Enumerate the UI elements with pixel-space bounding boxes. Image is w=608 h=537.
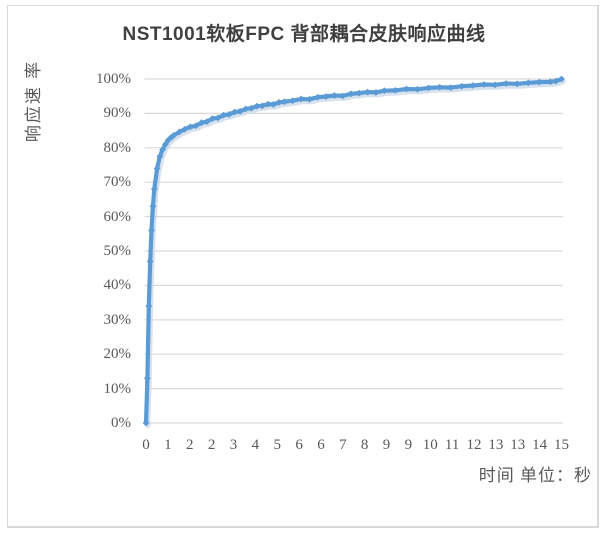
chart-frame-border bbox=[7, 5, 599, 528]
x-tick-label: 13 bbox=[488, 437, 504, 453]
x-tick-label: 7 bbox=[339, 437, 347, 453]
y-tick-label: 20% bbox=[103, 346, 132, 363]
x-tick-label: 9 bbox=[404, 437, 413, 453]
x-tick-label: 5 bbox=[273, 437, 281, 453]
x-tick-label: 14 bbox=[532, 437, 548, 453]
x-tick-label: 12 bbox=[466, 437, 482, 453]
y-tick-label: 80% bbox=[103, 139, 132, 156]
x-tick-label: 9 bbox=[382, 437, 391, 453]
x-tick-label: 6 bbox=[295, 437, 303, 453]
y-tick-label: 0% bbox=[111, 415, 131, 431]
x-tick-label: 10 bbox=[422, 437, 438, 453]
x-tick-label: 2 bbox=[207, 437, 216, 453]
y-axis-title: 响应速 率 bbox=[24, 59, 43, 143]
x-tick-label: 1 bbox=[164, 437, 172, 453]
y-tick-label: 60% bbox=[103, 208, 132, 225]
x-tick-label: 0 bbox=[142, 437, 150, 453]
x-tick-label: 15 bbox=[554, 437, 569, 453]
y-tick-label: 70% bbox=[103, 174, 132, 191]
y-tick-label: 30% bbox=[103, 311, 132, 328]
chart-title: NST1001软板FPC 背部耦合皮肤响应曲线 bbox=[122, 24, 486, 45]
response-curve-shadow bbox=[145, 79, 566, 429]
x-tick-label: 11 bbox=[444, 437, 460, 453]
y-tick-label: 10% bbox=[103, 380, 132, 397]
y-tick-label: 50% bbox=[103, 243, 132, 259]
x-axis-title: 时间 单位：秒 bbox=[478, 466, 592, 485]
x-tick-label: 13 bbox=[510, 437, 526, 453]
x-tick-label: 2 bbox=[185, 437, 194, 453]
y-tick-label: 100% bbox=[96, 71, 131, 87]
x-tick-label: 4 bbox=[251, 437, 260, 453]
y-tick-label: 40% bbox=[103, 277, 132, 294]
x-tick-label: 8 bbox=[360, 437, 369, 453]
x-tick-label: 6 bbox=[317, 437, 325, 453]
x-tick-label: 3 bbox=[229, 437, 238, 453]
y-tick-label: 90% bbox=[103, 105, 132, 122]
